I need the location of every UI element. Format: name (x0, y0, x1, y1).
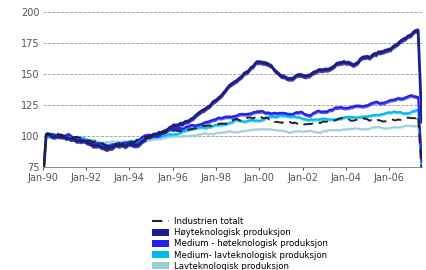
Legend: Industrien totalt, Høyteknologisk produksjon, Medium - høteknologisk produksjon,: Industrien totalt, Høyteknologisk produk… (152, 217, 328, 270)
